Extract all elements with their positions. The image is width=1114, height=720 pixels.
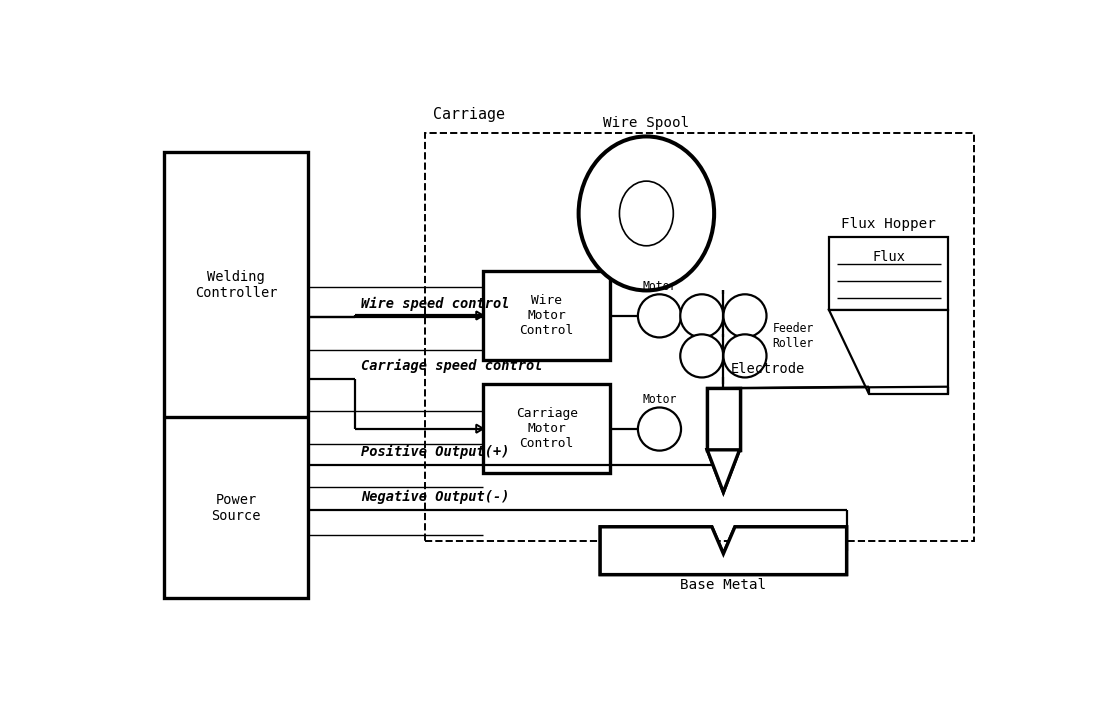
Text: Carriage
Motor
Control: Carriage Motor Control (516, 408, 578, 450)
Polygon shape (707, 450, 740, 492)
Text: Welding
Controller: Welding Controller (195, 269, 277, 300)
Text: Wire
Motor
Control: Wire Motor Control (519, 294, 574, 337)
Text: Wire speed control: Wire speed control (361, 297, 509, 311)
Text: Motor: Motor (643, 393, 676, 406)
Text: Motor: Motor (643, 280, 676, 293)
Circle shape (638, 294, 681, 338)
FancyBboxPatch shape (707, 388, 740, 450)
Text: Power
Source: Power Source (212, 493, 261, 523)
Text: Carriage speed control: Carriage speed control (361, 359, 543, 373)
Polygon shape (707, 450, 740, 492)
Polygon shape (829, 310, 948, 395)
FancyBboxPatch shape (707, 388, 740, 450)
FancyBboxPatch shape (164, 152, 309, 598)
FancyBboxPatch shape (483, 271, 610, 360)
Ellipse shape (619, 181, 673, 246)
Polygon shape (600, 527, 847, 575)
Text: Base Metal: Base Metal (681, 578, 766, 593)
Circle shape (723, 334, 766, 377)
Text: Negative Output(-): Negative Output(-) (361, 490, 509, 504)
Text: Feeder
Roller: Feeder Roller (773, 322, 814, 350)
FancyBboxPatch shape (829, 237, 948, 310)
Text: Flux Hopper: Flux Hopper (841, 217, 936, 231)
Text: Carriage: Carriage (433, 107, 505, 122)
Polygon shape (600, 527, 847, 575)
Ellipse shape (578, 137, 714, 290)
FancyBboxPatch shape (483, 384, 610, 473)
FancyBboxPatch shape (426, 132, 974, 541)
Circle shape (681, 294, 723, 338)
Circle shape (681, 334, 723, 377)
Text: Flux: Flux (872, 250, 905, 264)
Circle shape (723, 294, 766, 338)
Text: Positive Output(+): Positive Output(+) (361, 445, 509, 459)
Text: Wire Spool: Wire Spool (604, 116, 690, 130)
Circle shape (638, 408, 681, 451)
Text: Electrode: Electrode (731, 362, 805, 376)
